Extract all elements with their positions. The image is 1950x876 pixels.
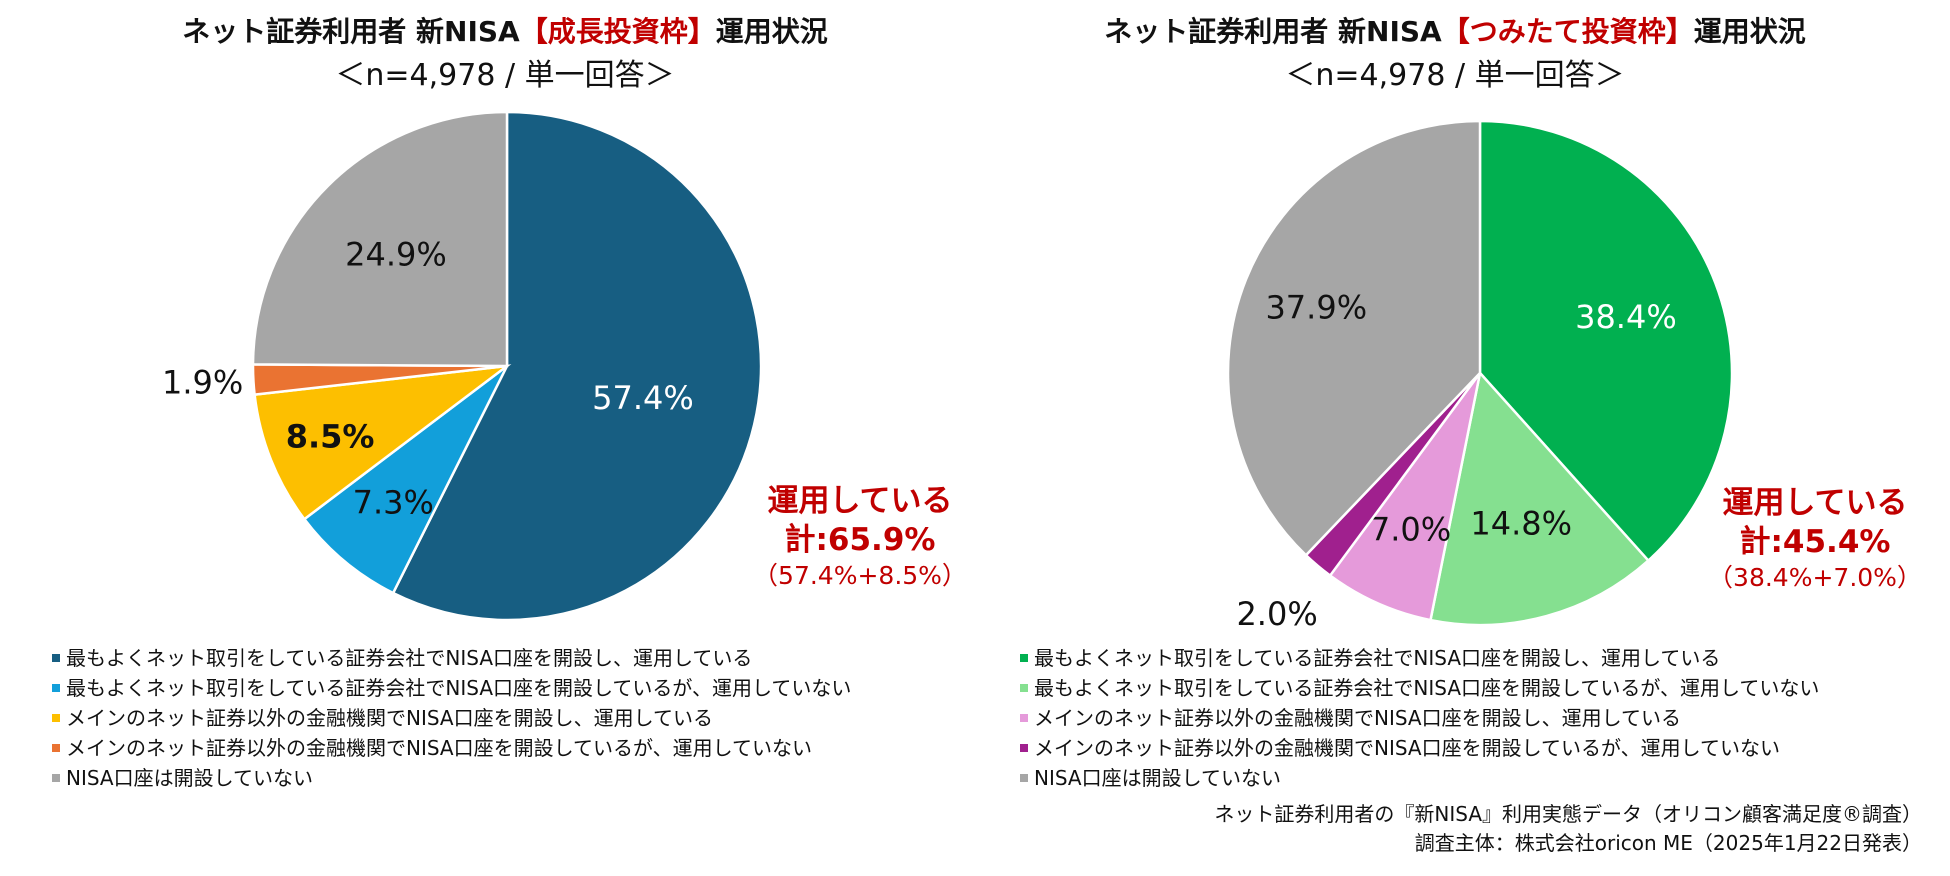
legend-label: 最もよくネット取引をしている証券会社でNISA口座を開設しているが、運用していな… — [66, 676, 852, 700]
chart-title-highlight: 【つみたて投資枠】 — [1441, 15, 1694, 48]
total-value: 計:45.4% — [1739, 523, 1891, 560]
legend-swatch-icon — [1020, 774, 1028, 782]
legend-swatch-icon — [1020, 714, 1028, 722]
legend-swatch-icon — [52, 684, 60, 692]
operating-total-growth: 運用している 計:65.9% （57.4%+8.5%） — [730, 482, 990, 591]
legend-item: NISA口座は開設していない — [1020, 763, 1819, 793]
total-label: 運用している — [1722, 485, 1908, 521]
pie-data-label-3: 1.9% — [162, 363, 243, 401]
legend-label: メインのネット証券以外の金融機関でNISA口座を開設しているが、運用していない — [66, 736, 813, 760]
legend-item: メインのネット証券以外の金融機関でNISA口座を開設しているが、運用していない — [1020, 733, 1819, 763]
total-breakdown: （38.4%+7.0%） — [1708, 562, 1922, 592]
legend-swatch-icon — [52, 744, 60, 752]
pie-slice-0 — [391, 110, 763, 622]
total-label: 運用している — [767, 483, 953, 519]
legend-label: NISA口座は開設していない — [66, 766, 314, 790]
legend-item: 最もよくネット取引をしている証券会社でNISA口座を開設しているが、運用していな… — [1020, 673, 1819, 703]
legend-label: 最もよくネット取引をしている証券会社でNISA口座を開設し、運用している — [66, 646, 753, 670]
legend-label: 最もよくネット取引をしている証券会社でNISA口座を開設しているが、運用していな… — [1034, 676, 1820, 700]
pie-data-label-2: 7.0% — [1370, 511, 1451, 549]
chart-title-growth: ネット証券利用者 新NISA【成長投資枠】運用状況 — [95, 10, 915, 50]
legend-item: 最もよくネット取引をしている証券会社でNISA口座を開設し、運用している — [52, 643, 851, 673]
legend-item: メインのネット証券以外の金融機関でNISA口座を開設し、運用している — [1020, 703, 1819, 733]
legend-label: メインのネット証券以外の金融機関でNISA口座を開設し、運用している — [1034, 706, 1682, 730]
source-footer: ネット証券利用者の『新NISA』利用実態データ（オリコン顧客満足度®調査） 調査… — [1214, 800, 1922, 858]
pie-slice-1 — [1429, 370, 1651, 627]
pie-data-label-1: 7.3% — [353, 484, 434, 522]
legend-label: メインのネット証券以外の金融機関でNISA口座を開設しているが、運用していない — [1034, 736, 1781, 760]
chart-title-highlight: 【成長投資枠】 — [519, 15, 716, 48]
source-title: ネット証券利用者の『新NISA』利用実態データ（オリコン顧客満足度®調査） — [1214, 802, 1922, 826]
pie-data-label-4: 37.9% — [1265, 288, 1367, 326]
chart-title-prefix: ネット証券利用者 新NISA — [1104, 15, 1442, 48]
legend-swatch-icon — [52, 774, 60, 782]
total-value: 計:65.9% — [784, 521, 936, 558]
legend-swatch-icon — [52, 654, 60, 662]
total-breakdown: （57.4%+8.5%） — [753, 560, 967, 590]
source-publisher: 調査主体：株式会社oricon ME（2025年1月22日発表） — [1414, 831, 1922, 855]
pie-slice-1 — [302, 365, 509, 595]
pie-slice-4 — [1226, 119, 1482, 557]
legend-swatch-icon — [1020, 654, 1028, 662]
legend-item: メインのネット証券以外の金融機関でNISA口座を開設し、運用している — [52, 703, 851, 733]
legend-label: NISA口座は開設していない — [1034, 766, 1282, 790]
pie-slice-2 — [253, 364, 512, 521]
legend-swatch-icon — [1020, 684, 1028, 692]
legend-label: 最もよくネット取引をしている証券会社でNISA口座を開設し、運用している — [1034, 646, 1721, 670]
pie-slice-4 — [251, 110, 509, 368]
pie-data-label-0: 57.4% — [592, 379, 694, 417]
legend-swatch-icon — [52, 714, 60, 722]
chart-subtitle-tsumitate: ＜n=4,978 / 単一回答＞ — [1285, 58, 1625, 93]
pie-slice-2 — [1328, 372, 1482, 622]
legend-tsumitate: 最もよくネット取引をしている証券会社でNISA口座を開設し、運用している最もよく… — [1020, 643, 1819, 793]
legend-item: 最もよくネット取引をしている証券会社でNISA口座を開設し、運用している — [1020, 643, 1819, 673]
chart-title-tsumitate: ネット証券利用者 新NISA【つみたて投資枠】運用状況 — [1045, 10, 1865, 50]
legend-label: メインのネット証券以外の金融機関でNISA口座を開設し、運用している — [66, 706, 714, 730]
chart-subtitle-growth: ＜n=4,978 / 単一回答＞ — [335, 58, 675, 93]
chart-title-suffix: 運用状況 — [1693, 15, 1806, 48]
operating-total-tsumitate: 運用している 計:45.4% （38.4%+7.0%） — [1690, 484, 1940, 593]
legend-swatch-icon — [1020, 744, 1028, 752]
pie-data-label-0: 38.4% — [1575, 298, 1677, 336]
chart-title-prefix: ネット証券利用者 新NISA — [182, 15, 520, 48]
legend-item: 最もよくネット取引をしている証券会社でNISA口座を開設しているが、運用していな… — [52, 673, 851, 703]
legend-item: NISA口座は開設していない — [52, 763, 851, 793]
pie-data-label-2: 8.5% — [286, 418, 375, 456]
pie-data-label-4: 24.9% — [345, 235, 447, 273]
pie-slice-0 — [1478, 119, 1734, 563]
pie-data-label-1: 14.8% — [1470, 505, 1572, 543]
legend-growth: 最もよくネット取引をしている証券会社でNISA口座を開設し、運用している最もよく… — [52, 643, 851, 793]
pie-data-label-3: 2.0% — [1236, 595, 1317, 633]
chart-title-suffix: 運用状況 — [715, 15, 828, 48]
legend-item: メインのネット証券以外の金融機関でNISA口座を開設しているが、運用していない — [52, 733, 851, 763]
